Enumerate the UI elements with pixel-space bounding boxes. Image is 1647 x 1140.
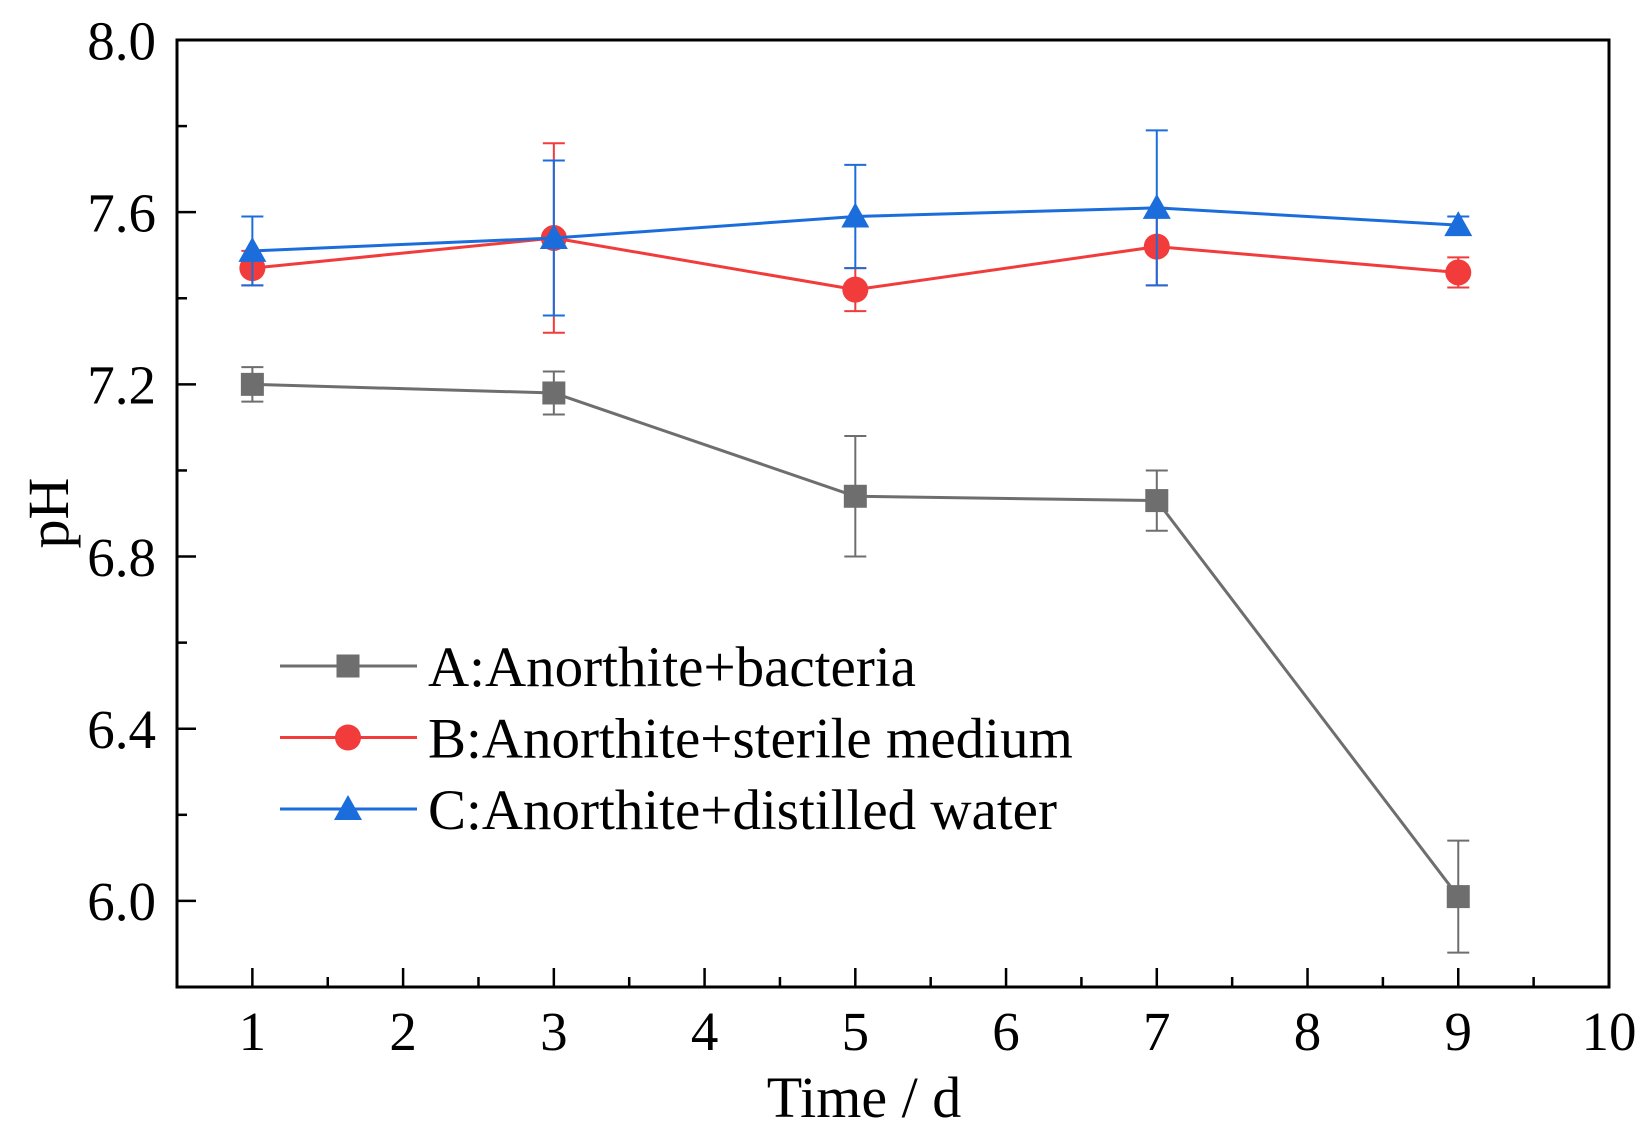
series-b-point bbox=[842, 276, 869, 303]
legend-marker-square bbox=[336, 654, 360, 678]
series-a-point bbox=[1145, 489, 1169, 513]
plot-series bbox=[238, 129, 1473, 954]
series-c-point bbox=[1444, 211, 1473, 237]
series-a-point bbox=[240, 372, 264, 396]
y-tick-label: 6.4 bbox=[87, 699, 156, 760]
x-axis-label: Time / d bbox=[767, 1065, 961, 1130]
legend-label: C:Anorthite+distilled water bbox=[428, 779, 1057, 842]
legend-label: B:Anorthite+sterile medium bbox=[428, 707, 1073, 770]
x-tick-label: 5 bbox=[842, 1001, 870, 1062]
series-c-point bbox=[539, 224, 568, 250]
series-a-point bbox=[843, 484, 867, 508]
series-a-point bbox=[542, 381, 566, 405]
y-tick-label: 7.2 bbox=[87, 355, 156, 416]
legend-label: A:Anorthite+bacteria bbox=[428, 636, 916, 699]
y-axis-label: pH bbox=[16, 478, 81, 549]
series-a bbox=[240, 366, 1470, 954]
series-a-point bbox=[1446, 885, 1470, 909]
legend-marker-triangle bbox=[334, 795, 362, 820]
x-tick-label: 6 bbox=[992, 1001, 1020, 1062]
series-c-point bbox=[841, 202, 870, 228]
series-c bbox=[238, 129, 1473, 317]
y-tick-label: 7.6 bbox=[87, 182, 156, 243]
plot-frame bbox=[175, 38, 1611, 989]
legend-item: A:Anorthite+bacteria bbox=[280, 636, 916, 699]
legend-item: B:Anorthite+sterile medium bbox=[280, 707, 1073, 770]
x-tick-label: 1 bbox=[239, 1001, 267, 1062]
series-c-point bbox=[238, 236, 267, 262]
x-tick-label: 9 bbox=[1445, 1001, 1473, 1062]
legend: A:Anorthite+bacteria B:Anorthite+sterile … bbox=[280, 636, 1073, 842]
legend-marker-circle bbox=[335, 724, 361, 751]
legend-item: C:Anorthite+distilled water bbox=[280, 779, 1057, 842]
series-b-point bbox=[1445, 259, 1472, 286]
y-tick-label: 6.0 bbox=[87, 871, 156, 932]
x-tick-label: 2 bbox=[389, 1001, 417, 1062]
x-tick-label: 4 bbox=[691, 1001, 719, 1062]
axis-ticks: 1 2 3 4 5 6 7 8 9 10 6.0 6.4 6.8 7.2 7.6 8.0 bbox=[87, 10, 1636, 1062]
x-tick-label: 7 bbox=[1143, 1001, 1171, 1062]
x-tick-label: 10 bbox=[1582, 1001, 1637, 1062]
y-tick-label: 6.8 bbox=[87, 527, 156, 588]
y-tick-label: 8.0 bbox=[87, 10, 156, 71]
series-c-point bbox=[1142, 193, 1171, 219]
x-tick-label: 3 bbox=[540, 1001, 568, 1062]
x-tick-label: 8 bbox=[1294, 1001, 1322, 1062]
